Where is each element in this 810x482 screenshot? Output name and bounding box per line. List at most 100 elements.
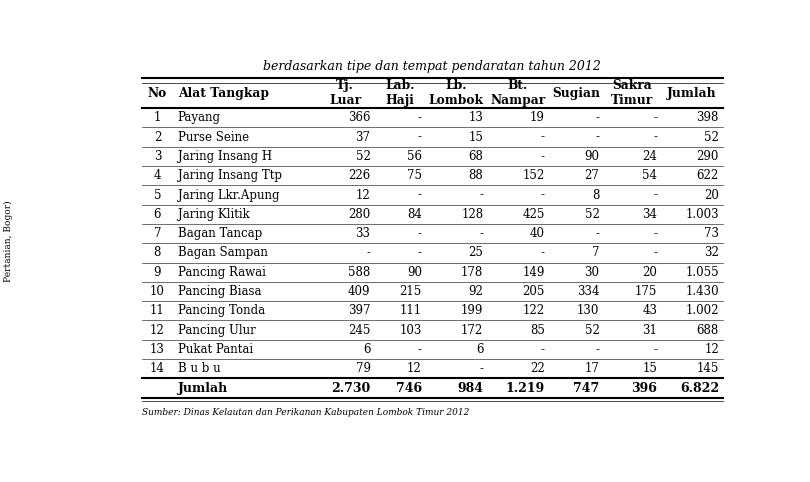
Text: 1.055: 1.055 bbox=[685, 266, 719, 279]
Text: 215: 215 bbox=[399, 285, 422, 298]
Text: 397: 397 bbox=[348, 304, 370, 317]
Text: B u b u: B u b u bbox=[178, 362, 220, 375]
Text: 37: 37 bbox=[356, 131, 370, 144]
Text: -: - bbox=[418, 227, 422, 240]
Text: 128: 128 bbox=[461, 208, 484, 221]
Text: 1.002: 1.002 bbox=[685, 304, 719, 317]
Text: -: - bbox=[418, 131, 422, 144]
Text: -: - bbox=[654, 188, 658, 201]
Text: -: - bbox=[541, 131, 545, 144]
Text: 1.003: 1.003 bbox=[685, 208, 719, 221]
Text: 7: 7 bbox=[154, 227, 161, 240]
Text: Purse Seine: Purse Seine bbox=[178, 131, 249, 144]
Text: 75: 75 bbox=[407, 169, 422, 182]
Text: 280: 280 bbox=[348, 208, 370, 221]
Text: 409: 409 bbox=[348, 285, 370, 298]
Text: 172: 172 bbox=[461, 323, 484, 336]
Text: 12: 12 bbox=[407, 362, 422, 375]
Text: 84: 84 bbox=[407, 208, 422, 221]
Text: 20: 20 bbox=[642, 266, 658, 279]
Text: Jaring Lkr.Apung: Jaring Lkr.Apung bbox=[178, 188, 279, 201]
Text: Sakra
Timur: Sakra Timur bbox=[611, 79, 654, 107]
Text: 425: 425 bbox=[522, 208, 545, 221]
Text: 398: 398 bbox=[697, 111, 719, 124]
Text: 5: 5 bbox=[154, 188, 161, 201]
Text: 9: 9 bbox=[154, 266, 161, 279]
Text: -: - bbox=[595, 111, 599, 124]
Text: 152: 152 bbox=[522, 169, 545, 182]
Text: 145: 145 bbox=[697, 362, 719, 375]
Text: Jaring Insang Ttp: Jaring Insang Ttp bbox=[178, 169, 282, 182]
Text: -: - bbox=[480, 227, 484, 240]
Text: 205: 205 bbox=[522, 285, 545, 298]
Text: 1.219: 1.219 bbox=[505, 382, 545, 394]
Text: Sumber: Dinas Kelautan dan Perikanan Kabupaten Lombok Timur 2012: Sumber: Dinas Kelautan dan Perikanan Kab… bbox=[142, 408, 470, 417]
Text: 13: 13 bbox=[150, 343, 165, 356]
Text: 688: 688 bbox=[697, 323, 719, 336]
Text: 30: 30 bbox=[584, 266, 599, 279]
Text: 588: 588 bbox=[348, 266, 370, 279]
Text: 2.730: 2.730 bbox=[331, 382, 370, 394]
Text: 7: 7 bbox=[592, 246, 599, 259]
Text: 31: 31 bbox=[642, 323, 658, 336]
Text: -: - bbox=[654, 246, 658, 259]
Text: 32: 32 bbox=[704, 246, 719, 259]
Text: No: No bbox=[147, 87, 167, 100]
Text: 226: 226 bbox=[348, 169, 370, 182]
Text: 8: 8 bbox=[592, 188, 599, 201]
Text: 1: 1 bbox=[154, 111, 161, 124]
Text: -: - bbox=[654, 131, 658, 144]
Text: 34: 34 bbox=[642, 208, 658, 221]
Text: Jumlah: Jumlah bbox=[178, 382, 228, 394]
Text: 11: 11 bbox=[150, 304, 164, 317]
Text: -: - bbox=[541, 246, 545, 259]
Text: Tj.
Luar: Tj. Luar bbox=[329, 79, 361, 107]
Text: Jaring Insang H: Jaring Insang H bbox=[178, 150, 272, 163]
Text: 746: 746 bbox=[395, 382, 422, 394]
Text: 54: 54 bbox=[642, 169, 658, 182]
Text: 10: 10 bbox=[150, 285, 165, 298]
Text: -: - bbox=[654, 227, 658, 240]
Text: Bagan Sampan: Bagan Sampan bbox=[178, 246, 267, 259]
Text: 4: 4 bbox=[154, 169, 161, 182]
Text: 245: 245 bbox=[348, 323, 370, 336]
Text: 13: 13 bbox=[468, 111, 484, 124]
Text: -: - bbox=[418, 343, 422, 356]
Text: 52: 52 bbox=[356, 150, 370, 163]
Text: 3: 3 bbox=[154, 150, 161, 163]
Text: 52: 52 bbox=[704, 131, 719, 144]
Text: Jaring Klitik: Jaring Klitik bbox=[178, 208, 249, 221]
Text: -: - bbox=[367, 246, 370, 259]
Text: 334: 334 bbox=[577, 285, 599, 298]
Text: 6.822: 6.822 bbox=[680, 382, 719, 394]
Text: 68: 68 bbox=[468, 150, 484, 163]
Text: Pancing Biasa: Pancing Biasa bbox=[178, 285, 262, 298]
Text: 199: 199 bbox=[461, 304, 484, 317]
Text: 111: 111 bbox=[399, 304, 422, 317]
Text: Jumlah: Jumlah bbox=[667, 87, 717, 100]
Text: Pancing Ulur: Pancing Ulur bbox=[178, 323, 256, 336]
Text: Pancing Rawai: Pancing Rawai bbox=[178, 266, 266, 279]
Text: Bagan Tancap: Bagan Tancap bbox=[178, 227, 262, 240]
Text: Payang: Payang bbox=[178, 111, 221, 124]
Text: 12: 12 bbox=[150, 323, 164, 336]
Text: -: - bbox=[480, 362, 484, 375]
Text: -: - bbox=[418, 188, 422, 201]
Text: 6: 6 bbox=[154, 208, 161, 221]
Text: Lb.
Lombok: Lb. Lombok bbox=[428, 79, 484, 107]
Text: Pertanian, Bogor): Pertanian, Bogor) bbox=[4, 200, 13, 282]
Text: -: - bbox=[541, 343, 545, 356]
Text: 27: 27 bbox=[585, 169, 599, 182]
Text: 85: 85 bbox=[530, 323, 545, 336]
Text: Pukat Pantai: Pukat Pantai bbox=[178, 343, 253, 356]
Text: -: - bbox=[654, 343, 658, 356]
Text: 90: 90 bbox=[407, 266, 422, 279]
Text: 8: 8 bbox=[154, 246, 161, 259]
Text: 15: 15 bbox=[642, 362, 658, 375]
Text: -: - bbox=[418, 246, 422, 259]
Text: -: - bbox=[595, 227, 599, 240]
Text: 103: 103 bbox=[399, 323, 422, 336]
Text: -: - bbox=[654, 111, 658, 124]
Text: 33: 33 bbox=[356, 227, 370, 240]
Text: 88: 88 bbox=[468, 169, 484, 182]
